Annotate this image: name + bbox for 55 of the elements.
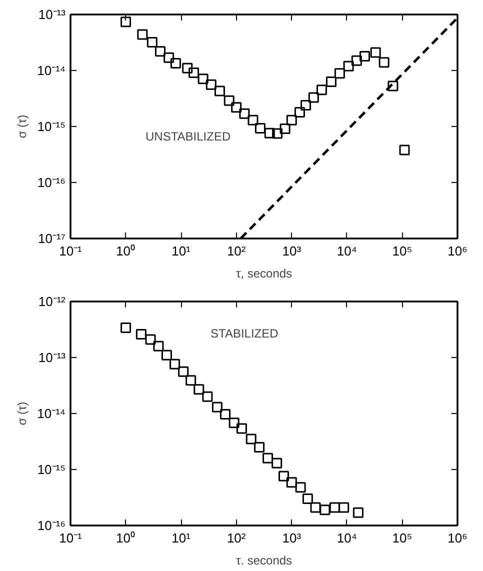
point bbox=[246, 434, 256, 444]
point bbox=[178, 366, 189, 377]
point bbox=[212, 402, 222, 412]
y-tick-label: 10⁻¹³ bbox=[38, 7, 66, 22]
x-tick-label: 10² bbox=[226, 530, 246, 546]
y-tick-label: 10⁻¹² bbox=[38, 294, 66, 309]
point bbox=[338, 502, 350, 513]
x-tick-label: 10⁴ bbox=[336, 244, 357, 258]
y-tick-label: 10⁻¹³ bbox=[38, 350, 66, 365]
point bbox=[329, 502, 340, 513]
point bbox=[202, 391, 213, 402]
x-tick-label: 10⁶ bbox=[448, 244, 468, 258]
point bbox=[220, 408, 231, 420]
x-tick-label: 10⁶ bbox=[448, 530, 468, 546]
y-tick-label: 10⁻¹⁴ bbox=[37, 406, 66, 421]
x-axis-title: τ. seconds bbox=[236, 554, 292, 568]
point bbox=[272, 458, 282, 468]
annotation: UNSTABILIZED bbox=[146, 130, 231, 144]
point bbox=[320, 504, 330, 516]
point bbox=[161, 350, 172, 360]
point bbox=[186, 375, 196, 386]
annotation: STABILIZED bbox=[210, 326, 279, 340]
point bbox=[145, 334, 156, 345]
x-tick-label: 10⁰ bbox=[116, 530, 136, 546]
point bbox=[236, 423, 247, 434]
y-axis-title: σ (τ) bbox=[15, 114, 30, 138]
point bbox=[136, 329, 146, 340]
y-tick-label: 10⁻¹⁵ bbox=[37, 462, 66, 477]
x-tick-label: 10¹ bbox=[172, 530, 192, 546]
x-tick-label: 10³ bbox=[282, 530, 302, 546]
x-tick-label: 10⁵ bbox=[392, 244, 412, 258]
x-tick-label: 10¹ bbox=[172, 244, 192, 258]
x-tick-label: 10³ bbox=[282, 244, 302, 258]
point bbox=[254, 442, 265, 452]
point bbox=[170, 358, 180, 370]
y-tick-label: 10⁻¹⁴ bbox=[37, 63, 66, 78]
y-tick-label: 10⁻¹⁶ bbox=[37, 175, 66, 190]
x-tick-label: 10⁰ bbox=[116, 244, 136, 258]
point bbox=[278, 470, 290, 482]
y-tick-label: 10⁻¹⁷ bbox=[38, 231, 66, 246]
x-tick-label: 10⁻¹ bbox=[59, 530, 83, 546]
y-tick-label: 10⁻¹⁶ bbox=[37, 518, 66, 533]
point bbox=[295, 482, 306, 493]
point bbox=[262, 452, 274, 464]
x-axis-title: τ, seconds bbox=[236, 266, 292, 280]
x-tick-label: 10² bbox=[226, 244, 246, 258]
x-tick-label: 10⁵ bbox=[392, 530, 412, 546]
x-tick-label: 10⁻¹ bbox=[59, 244, 83, 258]
y-axis-title: σ (τ) bbox=[15, 402, 30, 426]
point bbox=[286, 477, 297, 488]
y-tick-label: 10⁻¹⁵ bbox=[37, 119, 66, 134]
x-tick-label: 10⁴ bbox=[336, 530, 357, 546]
point bbox=[153, 340, 164, 352]
point bbox=[228, 418, 240, 428]
point bbox=[194, 384, 204, 395]
